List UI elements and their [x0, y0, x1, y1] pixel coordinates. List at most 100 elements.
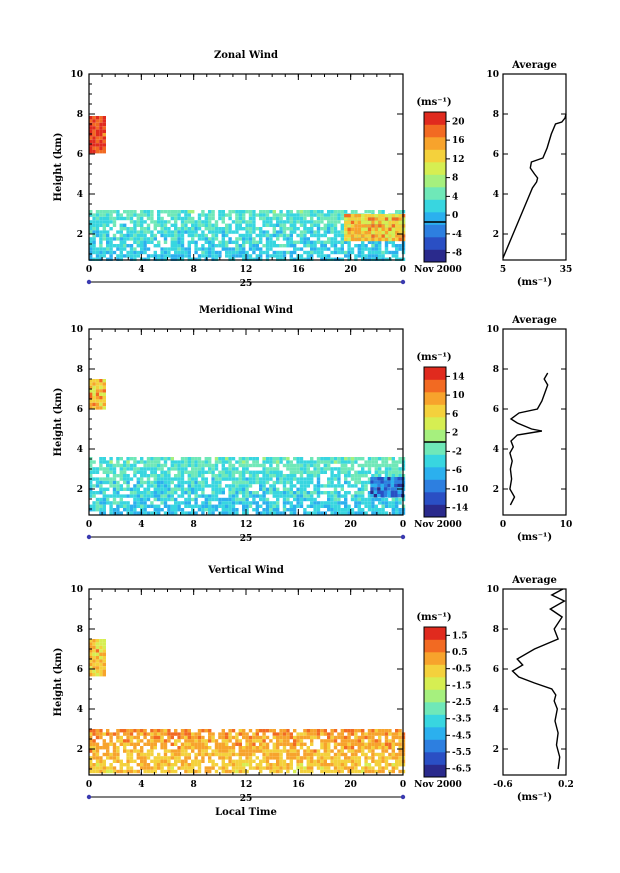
heatmap-cell [388, 467, 392, 471]
heatmap-cell [225, 756, 229, 760]
heatmap-cell [238, 497, 242, 502]
heatmap-cell [238, 463, 242, 468]
heatmap-cell [123, 504, 127, 508]
heatmap-cell [146, 237, 151, 241]
heatmap-cell [136, 752, 140, 757]
heatmap-cell [269, 487, 273, 491]
heatmap-cell [109, 457, 113, 461]
heatmap-cell [126, 759, 130, 763]
heatmap-cell [106, 244, 110, 248]
heatmap-cell [95, 477, 100, 481]
heatmap-cell [282, 254, 287, 258]
heatmap-cell [119, 739, 123, 743]
heatmap-cell [157, 244, 161, 248]
heatmap-cell [116, 749, 120, 753]
avg-y-tick-label: 2 [493, 745, 499, 755]
heatmap-cell [361, 732, 365, 736]
heatmap-cell [89, 649, 93, 653]
heatmap-cell [333, 497, 338, 502]
heatmap-cell [248, 477, 253, 481]
heatmap-cell [174, 508, 178, 512]
heatmap-cell [395, 257, 399, 261]
heatmap-cell [214, 494, 219, 498]
heatmap-cell [327, 484, 331, 488]
heatmap-cell [340, 457, 344, 461]
heatmap-cell [174, 763, 178, 767]
heatmap-cell [395, 504, 399, 508]
heatmap-cell [170, 763, 174, 767]
heatmap-cell [347, 756, 351, 760]
heatmap-cell [310, 763, 314, 767]
heatmap-cell [384, 739, 389, 743]
heatmap-cell [262, 457, 266, 461]
heatmap-cell [163, 477, 168, 481]
heatmap-cell [398, 467, 402, 471]
heatmap-cell [221, 756, 225, 760]
heatmap-cell [191, 742, 195, 746]
heatmap-cell [211, 508, 215, 512]
heatmap-cell [282, 484, 287, 488]
heatmap-cell [157, 213, 161, 217]
heatmap-cell [327, 746, 331, 750]
heatmap-cell [306, 254, 310, 258]
heatmap-cell [252, 752, 256, 757]
heatmap-cell [299, 216, 304, 221]
heatmap-cell [395, 210, 399, 214]
heatmap-cell [109, 213, 113, 217]
heatmap-cell [112, 746, 117, 750]
heatmap-cell [391, 739, 395, 743]
heatmap-cell [157, 480, 161, 485]
heatmap-cell [310, 474, 314, 478]
heatmap-cell [92, 504, 96, 508]
heatmap-cell [252, 257, 256, 261]
heatmap-cell [340, 213, 344, 217]
heatmap-cell [174, 240, 178, 244]
heatmap-cell [316, 494, 321, 498]
heatmap-cell [106, 769, 110, 774]
heatmap-cell [180, 752, 185, 757]
heatmap-cell [337, 508, 341, 512]
heatmap-cell [119, 763, 123, 767]
heatmap-cell [194, 763, 198, 767]
heatmap-cell [255, 257, 259, 261]
heatmap-cell [378, 217, 382, 221]
heatmap-cell [89, 136, 93, 140]
heatmap-cell [157, 467, 161, 471]
heatmap-cell [269, 477, 273, 481]
heatmap-cell [95, 666, 100, 670]
heatmap-cell [374, 763, 378, 767]
heatmap-cell [102, 639, 106, 643]
heatmap-cell [367, 250, 372, 255]
heatmap-cell [350, 210, 355, 214]
heatmap-cell [303, 735, 307, 740]
heatmap-cell [388, 746, 392, 750]
colorbar-segment [424, 689, 446, 703]
heatmap-cell [116, 254, 120, 258]
heatmap-cell [347, 227, 351, 231]
heatmap-cell [391, 511, 395, 515]
heatmap-cell [180, 511, 185, 515]
heatmap-cell [92, 470, 96, 474]
heatmap-cell [106, 729, 110, 733]
heatmap-cell [211, 487, 215, 491]
heatmap-cell [184, 491, 188, 495]
heatmap-cell [367, 214, 372, 218]
heatmap-cell [259, 470, 263, 474]
heatmap-cell [395, 460, 399, 464]
heatmap-cell [211, 480, 215, 485]
heatmap-cell [106, 467, 110, 471]
heatmap-cell [373, 477, 378, 481]
heatmap-cell [269, 769, 273, 774]
heatmap-cell [163, 254, 168, 258]
heatmap-cell [167, 480, 171, 485]
heatmap-cell [252, 216, 256, 221]
heatmap-cell [167, 504, 171, 508]
heatmap-cell [299, 470, 304, 474]
heatmap-cell [282, 474, 287, 478]
heatmap-cell [242, 480, 246, 485]
heatmap-cell [157, 487, 161, 491]
heatmap-cell [167, 769, 171, 774]
heatmap-cell [272, 729, 276, 733]
heatmap-cell [92, 237, 96, 241]
heatmap-cell [391, 227, 396, 231]
